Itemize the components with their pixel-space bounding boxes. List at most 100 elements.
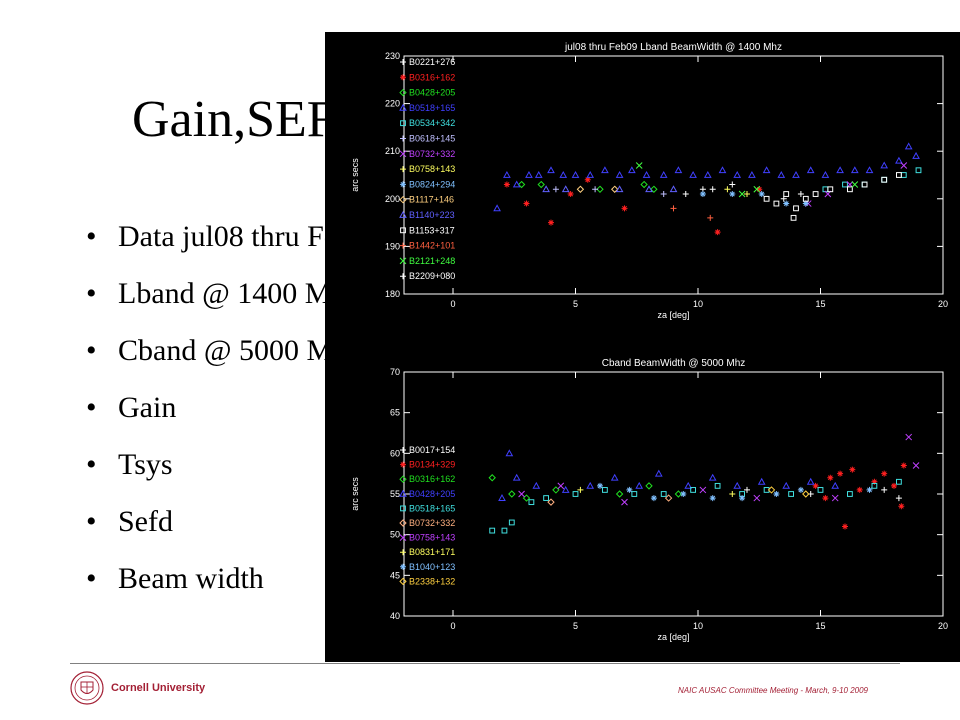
- marker-diamond: [610, 185, 619, 193]
- data-point: [699, 486, 707, 494]
- data-point: [602, 487, 608, 493]
- data-point: [753, 494, 761, 502]
- data-point: [498, 494, 506, 501]
- marker-asterisk: [680, 491, 687, 497]
- marker-triangle: [669, 185, 678, 193]
- data-point: [577, 486, 584, 493]
- marker-triangle: [703, 170, 712, 178]
- data-point: [659, 170, 668, 178]
- data-point: [547, 166, 555, 174]
- data-point: [847, 491, 853, 497]
- marker-triangle: [806, 477, 815, 485]
- data-point: [817, 487, 824, 493]
- marker-triangle: [586, 481, 595, 489]
- marker-triangle: [399, 103, 407, 111]
- bullet-item: • Sefd: [86, 505, 382, 562]
- marker-square: [528, 499, 535, 506]
- marker-plus: [400, 273, 406, 280]
- data-point: [548, 219, 554, 226]
- marker-square: [631, 491, 638, 497]
- data-point: [559, 170, 568, 178]
- legend-marker: [399, 103, 407, 111]
- bullet-dot: •: [86, 448, 97, 481]
- marker-cross: [912, 462, 920, 469]
- y-tick-label: 65: [390, 408, 400, 418]
- marker-triangle: [547, 166, 555, 174]
- data-point: [812, 191, 819, 197]
- marker-plus: [709, 186, 716, 193]
- data-point: [895, 495, 902, 502]
- data-point: [517, 180, 526, 189]
- legend-marker: [399, 534, 407, 541]
- data-points: [493, 142, 922, 236]
- marker-plus: [744, 191, 750, 198]
- marker-triangle: [645, 185, 653, 193]
- marker-square: [400, 505, 406, 512]
- data-point: [532, 481, 541, 489]
- marker-square: [847, 491, 853, 497]
- marker-asterisk: [756, 186, 763, 193]
- y-tick-label: 200: [385, 194, 400, 204]
- marker-cross: [399, 150, 407, 158]
- marker-plus: [660, 191, 667, 198]
- legend-label: B0518+165: [409, 103, 455, 113]
- data-point: [806, 166, 815, 174]
- data-point: [615, 170, 624, 178]
- legend-marker: [399, 257, 407, 265]
- data-point: [621, 498, 628, 506]
- marker-square: [802, 195, 809, 202]
- legend-label: B1140+223: [409, 210, 455, 220]
- data-point: [642, 170, 651, 178]
- data-point: [783, 191, 790, 197]
- data-point: [592, 186, 599, 193]
- legend-label: B0732+332: [409, 518, 455, 528]
- marker-cross: [905, 433, 913, 441]
- marker-square: [602, 487, 608, 493]
- legend-label: B1442+101: [409, 241, 455, 251]
- marker-triangle: [498, 494, 506, 501]
- data-point: [596, 185, 604, 193]
- data-point: [508, 490, 516, 498]
- data-point: [621, 205, 628, 212]
- marker-asterisk: [739, 495, 746, 502]
- marker-triangle: [895, 156, 903, 164]
- data-point: [767, 486, 776, 494]
- data-point: [847, 186, 853, 193]
- data-point: [831, 494, 839, 502]
- data-point: [729, 181, 736, 188]
- data-point: [561, 485, 570, 493]
- data-point: [790, 214, 797, 221]
- marker-diamond: [767, 486, 776, 494]
- x-axis-label: za [deg]: [657, 310, 689, 320]
- data-point: [729, 191, 736, 198]
- data-point: [584, 176, 591, 183]
- data-point: [528, 499, 535, 506]
- x-tick-label: 5: [573, 621, 578, 631]
- data-point: [895, 156, 903, 164]
- marker-triangle: [733, 170, 742, 178]
- marker-triangle: [586, 170, 595, 178]
- legend-label: B0428+205: [409, 489, 455, 499]
- marker-asterisk: [871, 478, 878, 485]
- y-axis-label: arc secs: [350, 477, 360, 511]
- marker-diamond: [399, 88, 407, 97]
- marker-asterisk: [729, 191, 736, 198]
- marker-plus: [577, 486, 584, 493]
- marker-asterisk: [881, 470, 888, 477]
- marker-diamond: [576, 185, 585, 193]
- data-point: [542, 185, 550, 193]
- marker-triangle: [399, 210, 407, 218]
- data-point: [586, 170, 595, 178]
- marker-asterisk: [891, 482, 897, 489]
- data-point: [797, 486, 804, 493]
- data-point: [635, 481, 644, 489]
- data-point: [631, 491, 638, 497]
- marker-square: [489, 527, 496, 534]
- marker-plus: [400, 242, 406, 249]
- data-point: [900, 462, 907, 469]
- plot-frame: [403, 55, 944, 295]
- marker-asterisk: [812, 482, 819, 489]
- legend-label: B1153+317: [409, 225, 455, 235]
- data-point: [601, 166, 609, 174]
- data-point: [505, 449, 514, 457]
